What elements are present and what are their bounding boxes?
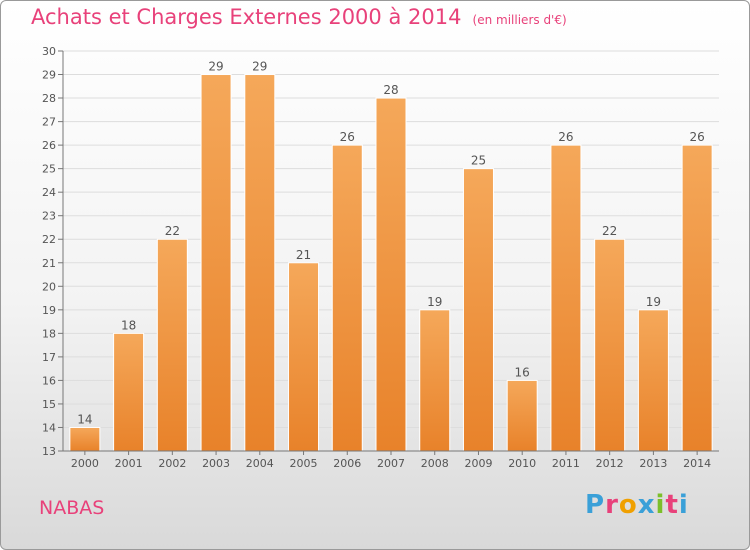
value-label: 21 (296, 248, 311, 262)
logo-letter: i (678, 490, 689, 520)
value-label: 26 (689, 130, 704, 144)
value-label: 14 (77, 412, 92, 426)
x-tick-label: 2002 (158, 457, 186, 470)
y-tick-label: 14 (42, 421, 56, 434)
x-tick-label: 2010 (508, 457, 536, 470)
x-tick-label: 2008 (421, 457, 449, 470)
y-tick-label: 21 (42, 257, 56, 270)
value-label: 25 (471, 154, 486, 168)
value-label: 18 (121, 318, 136, 332)
y-tick-label: 26 (42, 139, 56, 152)
value-label: 22 (165, 224, 180, 238)
bar-2013 (637, 309, 669, 452)
chart-subtitle: (en milliers d'€) (472, 13, 567, 27)
x-tick-label: 2005 (290, 457, 318, 470)
x-tick-label: 2014 (683, 457, 711, 470)
y-tick-label: 20 (42, 280, 56, 293)
x-tick-label: 2003 (202, 457, 230, 470)
x-tick-label: 2013 (639, 457, 667, 470)
logo-letter: P (585, 490, 606, 520)
bar-2005 (288, 262, 320, 452)
bar-2004 (244, 74, 276, 452)
logo-letter: x (637, 490, 656, 520)
x-tick-label: 2004 (246, 457, 274, 470)
y-tick-label: 30 (42, 45, 56, 58)
bar-2008 (419, 309, 451, 452)
y-tick-label: 18 (42, 327, 56, 340)
y-tick-label: 27 (42, 116, 56, 129)
logo-letter: o (618, 490, 638, 520)
value-label: 26 (558, 130, 573, 144)
bar-2006 (331, 144, 363, 452)
x-tick-label: 2011 (552, 457, 580, 470)
value-label: 22 (602, 224, 617, 238)
y-tick-label: 13 (42, 445, 56, 458)
y-tick-label: 15 (42, 398, 56, 411)
y-tick-label: 24 (42, 186, 56, 199)
y-tick-label: 29 (42, 69, 56, 82)
x-tick-label: 2007 (377, 457, 405, 470)
bar-2007 (375, 97, 407, 452)
logo-letter: t (665, 490, 679, 520)
bar-2001 (113, 332, 145, 452)
y-tick-label: 28 (42, 92, 56, 105)
bar-2011 (550, 144, 582, 452)
bar-2003 (200, 74, 232, 452)
y-tick-label: 16 (42, 374, 56, 387)
logo-letter: i (655, 490, 666, 520)
value-label: 16 (515, 365, 530, 379)
title-row: Achats et Charges Externes 2000 à 2014 (… (31, 5, 567, 29)
value-label: 29 (252, 60, 267, 74)
value-label: 19 (646, 295, 661, 309)
logo-letter: r (605, 490, 619, 520)
value-label: 26 (340, 130, 355, 144)
bar-2014 (681, 144, 713, 452)
y-tick-label: 23 (42, 210, 56, 223)
proxiti-logo: Proxiti (585, 490, 689, 520)
place-name: NABAS (39, 497, 105, 519)
y-tick-label: 19 (42, 304, 56, 317)
bar-2002 (156, 238, 188, 452)
y-tick-label: 22 (42, 233, 56, 246)
bar-2010 (506, 379, 538, 452)
x-tick-label: 2000 (71, 457, 99, 470)
x-tick-label: 2009 (464, 457, 492, 470)
x-tick-label: 2006 (333, 457, 361, 470)
x-tick-label: 2012 (596, 457, 624, 470)
chart-title: Achats et Charges Externes 2000 à 2014 (31, 5, 462, 29)
y-tick-label: 25 (42, 163, 56, 176)
value-label: 28 (383, 83, 398, 97)
y-tick-label: 17 (42, 351, 56, 364)
x-tick-label: 2001 (115, 457, 143, 470)
bar-2012 (594, 238, 626, 452)
value-label: 29 (208, 60, 223, 74)
bar-2000 (69, 426, 101, 452)
bar-2009 (462, 168, 494, 452)
value-label: 19 (427, 295, 442, 309)
